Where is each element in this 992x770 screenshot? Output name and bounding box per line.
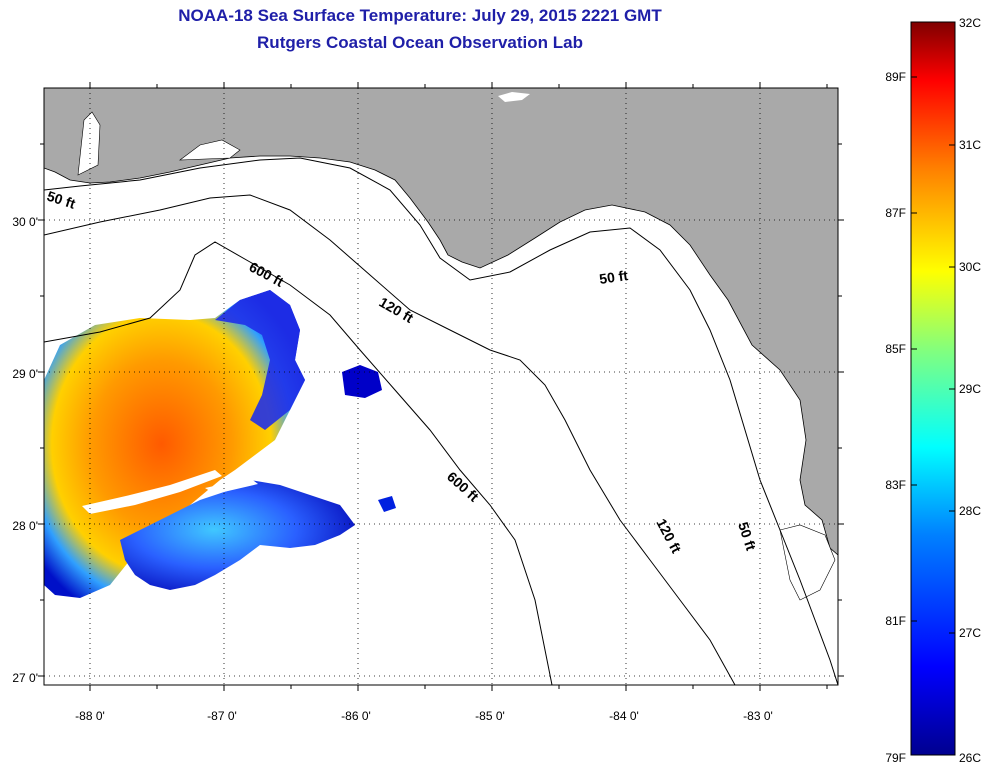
- lon-tick-label: -85 0': [475, 709, 505, 723]
- colorbar-c-label: 31C: [959, 138, 981, 152]
- land: [44, 88, 838, 556]
- colorbar-f-label: 83F: [885, 478, 906, 492]
- contour-600ft: [44, 241, 553, 685]
- sst-cool-rim: [215, 290, 305, 430]
- lat-tick-label: 29 0': [12, 367, 38, 381]
- lon-tick-label: -88 0': [75, 709, 105, 723]
- map-title: NOAA-18 Sea Surface Temperature: July 29…: [178, 6, 662, 25]
- colorbar: [910, 21, 956, 756]
- lon-tick-label: -87 0': [207, 709, 237, 723]
- axis-ticks: [38, 82, 844, 691]
- map-subtitle: Rutgers Coastal Ocean Observation Lab: [257, 33, 583, 52]
- colorbar-f-label: 79F: [885, 751, 906, 765]
- colorbar-f-label: 87F: [885, 206, 906, 220]
- colorbar-c-label: 28C: [959, 504, 981, 518]
- lon-tick-label: -84 0': [609, 709, 639, 723]
- colorbar-f-label: 89F: [885, 70, 906, 84]
- colorbar-f-label: 85F: [885, 342, 906, 356]
- contour-50ft: [44, 157, 838, 685]
- lat-tick-label: 30 0': [12, 215, 38, 229]
- lon-tick-label: -86 0': [341, 709, 371, 723]
- colorbar-c-label: 32C: [959, 16, 981, 30]
- colorbar-c-label: 26C: [959, 751, 981, 765]
- lake: [498, 92, 530, 102]
- colorbar-ticks: [911, 76, 955, 634]
- colorbar-f-label: 81F: [885, 614, 906, 628]
- mobile-bay: [77, 111, 101, 176]
- cloud-gap-2: [205, 478, 258, 494]
- lat-tick-label: 28 0': [12, 519, 38, 533]
- cloud-gap: [82, 470, 222, 514]
- sst-cool-patch: [342, 365, 382, 398]
- colorbar-c-label: 30C: [959, 260, 981, 274]
- contour-label: 50 ft: [598, 267, 629, 287]
- sst-warm-region: [44, 290, 305, 598]
- lon-tick-label: -83 0': [743, 709, 773, 723]
- tampa-bay: [779, 524, 836, 601]
- contour-120ft: [44, 194, 736, 685]
- colorbar-c-label: 27C: [959, 626, 981, 640]
- pensacola-bay: [179, 139, 241, 161]
- lat-tick-label: 27 0': [12, 671, 38, 685]
- sst-cool-region: [120, 480, 355, 590]
- colorbar-c-label: 29C: [959, 382, 981, 396]
- sst-cool-patch-small: [378, 496, 396, 512]
